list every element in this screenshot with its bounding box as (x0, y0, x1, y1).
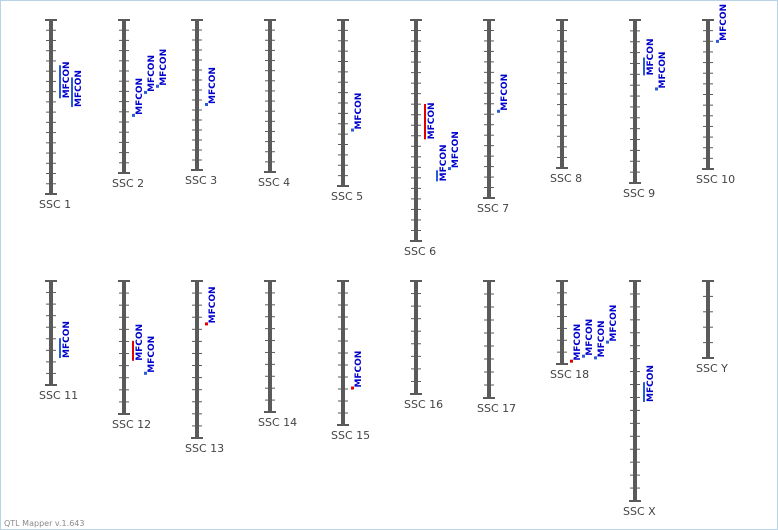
qtl-point (144, 90, 147, 94)
chromosome: MFCON SSC 5 (331, 19, 364, 203)
chromosome-label: SSC 8 (550, 172, 582, 185)
chromosome: MFCON SSC 15 (331, 280, 370, 442)
qtl-point (716, 39, 719, 43)
qtl-label: MFCON (62, 321, 72, 358)
qtl-point (448, 167, 451, 171)
qtl-label: MFCON (208, 286, 218, 323)
qtl-point (655, 87, 658, 91)
chromosome-label: SSC 17 (477, 402, 516, 415)
chromosome: SSC 4 (258, 19, 290, 189)
qtl-label: MFCON (62, 61, 72, 98)
chromosome: MFCON MFCON SSC 12 (112, 280, 157, 431)
qtl-point (205, 103, 208, 106)
chromosome: SSC 8 (550, 19, 582, 185)
chromosome-label: SSC 14 (258, 416, 297, 429)
chromosome: MFCON SSC 11 (39, 280, 78, 402)
chromosome: MFCON SSC X (623, 280, 656, 518)
qtl-label: MFCON (439, 144, 449, 181)
qtl-label: MFCON (147, 336, 157, 373)
chromosome: MFCON SSC 10 (696, 4, 735, 186)
qtl-label: MFCON (500, 74, 510, 111)
qtl-label: MFCON (609, 305, 619, 342)
chromosome: MFCON SSC 13 (185, 280, 224, 455)
chromosome: MFCON SSC 7 (477, 19, 510, 215)
chromosome-label: SSC 7 (477, 202, 509, 215)
chromosome-label: SSC 4 (258, 176, 290, 189)
chromosome: SSC Y (696, 280, 728, 375)
qtl-label: MFCON (159, 49, 169, 86)
qtl-label: MFCON (585, 319, 595, 356)
chromosome-label: SSC 16 (404, 398, 443, 411)
qtl-point (582, 354, 585, 358)
chromosome: SSC 16 (404, 280, 443, 411)
qtl-label: MFCON (427, 102, 437, 139)
qtl-label: MFCON (646, 39, 656, 76)
chromosome-label: SSC X (623, 505, 656, 518)
qtl-label: MFCON (451, 131, 461, 168)
qtl-label: MFCON (719, 4, 729, 41)
qtl-label: MFCON (573, 324, 583, 361)
qtl-label: MFCON (74, 70, 84, 107)
chromosome: MFCON SSC 3 (185, 19, 218, 187)
chromosome-label: SSC Y (696, 362, 728, 375)
chromosome: SSC 17 (477, 280, 516, 415)
chromosome-label: SSC 9 (623, 187, 655, 200)
qtl-point (570, 359, 573, 363)
chromosome-label: SSC 10 (696, 173, 735, 186)
qtl-label: MFCON (135, 324, 145, 361)
qtl-label: MFCON (597, 320, 607, 357)
qtl-label: MFCON (354, 93, 364, 130)
version-label: QTL Mapper v.1.643 (4, 519, 85, 528)
qtl-point (205, 322, 208, 326)
qtl-point (132, 113, 135, 117)
qtl-point (351, 386, 354, 390)
qtl-label: MFCON (646, 365, 656, 402)
chromosome-label: SSC 15 (331, 429, 370, 442)
chromosome-label: SSC 12 (112, 418, 151, 431)
chromosome: MFCON MFCON SSC 1 (39, 19, 84, 211)
qtl-label: MFCON (208, 67, 218, 104)
chromosome-label: SSC 6 (404, 245, 436, 258)
qtl-point (351, 128, 354, 132)
chromosome-label: SSC 2 (112, 177, 144, 190)
qtl-label: MFCON (135, 78, 145, 115)
qtl-label: MFCON (147, 55, 157, 92)
qtl-point (156, 84, 159, 88)
qtl-label: MFCON (354, 351, 364, 388)
chromosome-label: SSC 18 (550, 368, 589, 381)
chromosome-label: SSC 11 (39, 389, 78, 402)
qtl-point (606, 340, 609, 344)
qtl-point (497, 109, 500, 113)
chromosome-label: SSC 1 (39, 198, 71, 211)
chromosome-label: SSC 5 (331, 190, 363, 203)
qtl-label: MFCON (658, 52, 668, 89)
chromosome-label: SSC 13 (185, 442, 224, 455)
chromosome: MFCON MFCON SSC 9 (623, 19, 668, 200)
qtl-point (144, 371, 147, 375)
chromosome: SSC 14 (258, 280, 297, 429)
chromosome-label: SSC 3 (185, 174, 217, 187)
qtl-point (594, 356, 597, 360)
